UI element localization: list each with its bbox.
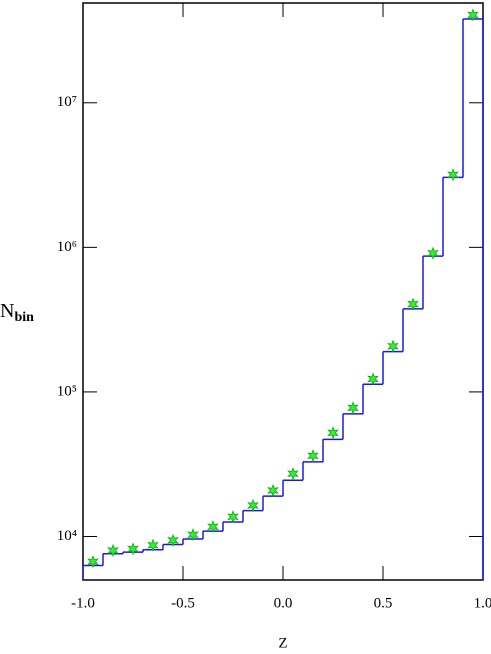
data-point bbox=[447, 168, 459, 182]
data-point bbox=[427, 246, 439, 260]
data-point bbox=[387, 339, 399, 353]
data-point bbox=[187, 527, 199, 542]
y-axis-label-sub: bin bbox=[14, 310, 34, 325]
data-point bbox=[287, 467, 299, 481]
data-point bbox=[127, 542, 139, 556]
data-point bbox=[107, 543, 119, 558]
data-point bbox=[467, 8, 479, 22]
data-point bbox=[347, 401, 359, 415]
data-point bbox=[147, 538, 159, 552]
x-tick-label: 1.0 bbox=[474, 595, 491, 611]
data-point bbox=[247, 498, 259, 513]
x-axis-label: Z bbox=[278, 635, 287, 651]
y-axis-label-main: N bbox=[0, 300, 14, 322]
data-point bbox=[267, 483, 279, 498]
data-point bbox=[307, 449, 319, 463]
y-tick-label: 10⁷ bbox=[57, 94, 77, 110]
x-tick-label: 0.0 bbox=[274, 595, 293, 611]
x-tick-label: -0.5 bbox=[171, 595, 195, 611]
data-point bbox=[167, 533, 179, 548]
y-tick-label: 10⁴ bbox=[57, 528, 77, 544]
data-point bbox=[87, 554, 99, 569]
data-point bbox=[367, 372, 379, 386]
data-point bbox=[407, 297, 419, 311]
y-tick-label: 10⁶ bbox=[57, 239, 77, 255]
x-tick-label: 0.5 bbox=[374, 595, 393, 611]
data-point bbox=[327, 426, 339, 440]
y-tick-label: 10⁵ bbox=[57, 383, 77, 399]
data-point bbox=[207, 519, 219, 534]
data-point bbox=[227, 510, 239, 524]
x-tick-label: -1.0 bbox=[71, 595, 95, 611]
y-axis-label: Nbin bbox=[0, 300, 34, 326]
